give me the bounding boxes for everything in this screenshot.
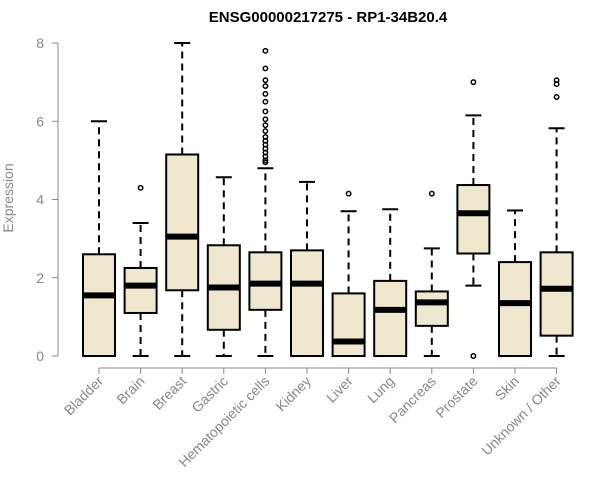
y-tick-label: 0 [36,348,44,364]
outlier-point [428,190,435,197]
outlier-point [553,77,560,84]
box-hematopoietic-cells [248,47,283,357]
box-liver [331,190,366,357]
box-kidney [290,180,324,357]
box [82,253,116,357]
outlier-point [262,90,269,97]
x-tick-label: Kidney [273,373,315,415]
outlier-point [262,98,269,105]
outlier-point [262,108,269,115]
x-tick-label: Brain [113,373,147,407]
x-tick-label: Skin [492,373,523,404]
box [539,251,574,337]
box-pancreas [414,190,449,357]
chart-title: ENSG00000217275 - RP1-34B20.4 [209,9,448,26]
y-tick-label: 8 [36,35,44,51]
x-tick-label: Unknown / Other [478,373,564,459]
box [123,266,158,314]
y-axis-label: Expression [0,163,16,232]
x-tick-label: Breast [149,373,189,413]
x-tick-label: Bladder [61,373,107,419]
y-tick-label: 2 [36,270,44,286]
outlier-point [262,65,269,72]
outlier-point [470,79,477,86]
box [414,290,449,327]
y-tick-label: 4 [36,192,44,208]
box-breast [165,42,200,357]
box-prostate [456,79,491,359]
box-unknown-other [539,77,574,357]
box-brain [123,184,158,357]
box-lung [373,208,408,358]
outlier-point [262,122,269,129]
outlier-point [262,133,269,140]
outlier-point [262,116,269,123]
x-tick-label: Prostate [432,373,480,421]
y-ticks: 0 2 4 6 8 [36,35,58,364]
box [165,153,200,292]
outlier-point [262,128,269,134]
outlier-point [553,94,560,100]
box [373,279,408,358]
y-tick-label: 6 [36,113,44,129]
box [456,184,491,255]
box [331,292,366,357]
x-tick-label: Lung [364,373,397,406]
x-tick-label: Liver [323,373,356,406]
outlier-point [262,77,269,84]
outlier-point [470,353,477,359]
box-bladder [82,120,116,357]
outlier-point [262,47,269,54]
outlier-point [345,190,352,197]
outlier-point [262,83,269,89]
box [290,249,324,357]
outlier-point [137,184,144,191]
boxes [82,42,574,359]
box-gastric [206,176,241,357]
box-skin [498,209,532,358]
box [498,261,532,358]
